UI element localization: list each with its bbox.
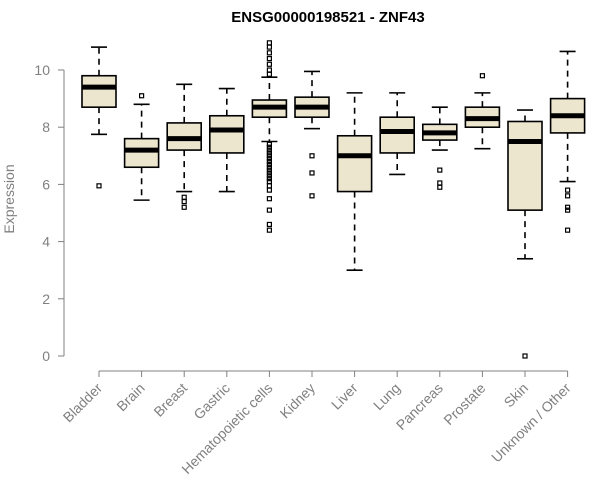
box-series xyxy=(81,40,586,359)
outlier-point xyxy=(266,150,272,156)
outlier-point xyxy=(266,147,272,153)
iqr-box xyxy=(209,114,245,154)
x-tick-label: Gastric xyxy=(190,380,233,423)
outlier-point xyxy=(266,153,272,159)
x-tick-label: Unknown / Other xyxy=(488,380,574,466)
outlier-point xyxy=(266,183,272,189)
box-kidney xyxy=(294,70,330,199)
y-tick-label: 6 xyxy=(42,176,50,192)
x-tick-label: Pancreas xyxy=(393,380,446,433)
x-tick-label: Skin xyxy=(501,380,532,411)
y-tick-label: 8 xyxy=(42,119,50,135)
outlier-point xyxy=(564,187,571,193)
y-tick-label: 4 xyxy=(42,234,50,250)
iqr-box xyxy=(81,74,117,108)
y-tick-label: 0 xyxy=(42,348,50,364)
box-liver xyxy=(336,92,373,272)
outlier-point xyxy=(266,221,272,228)
outlier-point xyxy=(309,193,315,199)
x-tick-label: Kidney xyxy=(277,380,319,422)
chart-title: ENSG00000198521 - ZNF43 xyxy=(231,9,424,26)
outlier-point xyxy=(266,50,272,56)
box-unknown-other xyxy=(549,50,586,233)
y-axis: 0 2 4 6 8 10 xyxy=(34,62,65,364)
iqr-box xyxy=(379,116,416,154)
outlier-point xyxy=(266,170,272,176)
outlier-point xyxy=(266,156,272,162)
box-prostate xyxy=(464,73,501,150)
x-tick-label: Liver xyxy=(328,380,361,413)
outlier-point xyxy=(266,207,272,213)
outlier-point xyxy=(437,184,443,190)
outlier-point xyxy=(309,153,315,159)
outlier-point xyxy=(266,67,272,73)
x-tick-label: Lung xyxy=(370,380,403,413)
outlier-point xyxy=(564,227,571,233)
outlier-point xyxy=(266,44,272,50)
outlier-point xyxy=(266,141,272,147)
x-tick-label: Breast xyxy=(150,380,190,420)
box-gastric xyxy=(209,87,245,193)
outlier-point xyxy=(266,187,272,193)
y-tick-label: 10 xyxy=(34,62,50,78)
outlier-point xyxy=(266,176,272,182)
outlier-point xyxy=(266,164,272,170)
x-tick-label: Bladder xyxy=(60,380,106,426)
iqr-box xyxy=(336,134,373,193)
outlier-point xyxy=(266,158,272,165)
outlier-point xyxy=(96,183,102,189)
outlier-point xyxy=(309,170,315,176)
outlier-point xyxy=(564,207,571,213)
outlier-point xyxy=(266,167,272,173)
outlier-point xyxy=(437,180,443,186)
outlier-point xyxy=(266,40,272,46)
box-lung xyxy=(379,92,416,176)
iqr-box xyxy=(507,120,543,211)
outlier-point xyxy=(181,198,187,205)
y-axis-label: Expression xyxy=(1,164,17,233)
box-breast xyxy=(166,83,202,210)
outlier-point xyxy=(139,93,145,99)
outlier-point xyxy=(266,161,272,167)
outlier-point xyxy=(564,204,571,210)
y-tick-label: 2 xyxy=(42,291,50,307)
box-brain xyxy=(123,93,160,201)
outlier-point xyxy=(181,204,187,210)
outlier-point xyxy=(266,61,272,67)
box-pancreas xyxy=(421,106,458,190)
box-hematopoietic-cells xyxy=(251,40,288,233)
outlier-point xyxy=(181,194,187,200)
box-bladder xyxy=(81,46,117,189)
outlier-point xyxy=(266,71,272,77)
outlier-point xyxy=(266,196,272,202)
x-tick-label: Brain xyxy=(113,380,147,414)
outlier-point xyxy=(522,353,528,359)
outlier-point xyxy=(437,167,443,173)
iqr-box xyxy=(123,137,160,169)
outlier-point xyxy=(266,173,272,179)
outlier-point xyxy=(266,227,272,233)
outlier-point xyxy=(266,144,272,150)
outlier-point xyxy=(266,55,272,62)
x-tick-label: Prostate xyxy=(440,380,488,428)
outlier-point xyxy=(479,73,485,79)
box-skin xyxy=(507,109,543,359)
outlier-point xyxy=(564,193,571,199)
